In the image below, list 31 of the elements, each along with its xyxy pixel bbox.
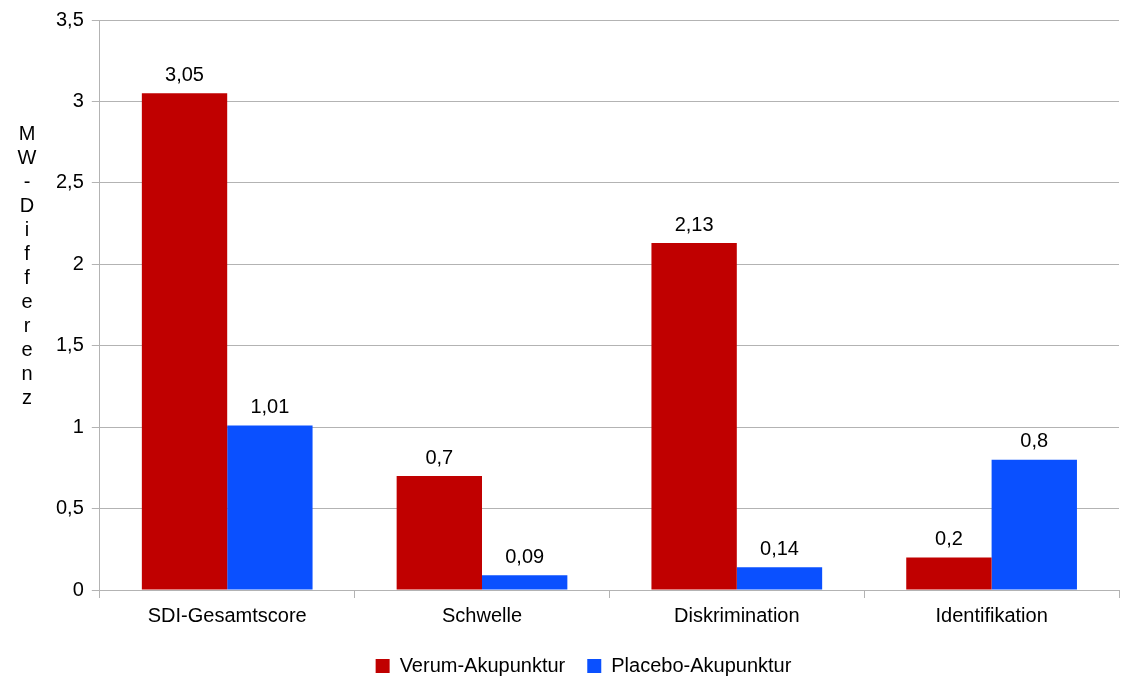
legend-label: Verum-Akupunktur xyxy=(399,653,566,676)
y-tick-label: 3 xyxy=(72,88,84,111)
y-tick-label: 0 xyxy=(72,577,84,600)
x-tick-label: SDI-Gesamtscore xyxy=(147,603,307,626)
bar xyxy=(991,459,1077,590)
data-label: 0,14 xyxy=(760,536,799,559)
bar xyxy=(227,425,313,590)
data-label: 0,7 xyxy=(425,445,454,468)
legend-label: Placebo-Akupunktur xyxy=(611,653,792,676)
data-label: 0,2 xyxy=(935,526,963,549)
x-tick-label: Schwelle xyxy=(441,603,523,626)
y-tick-label: 2 xyxy=(72,251,84,274)
bar xyxy=(906,557,992,590)
y-tick-label: 0,5 xyxy=(55,496,84,519)
bar xyxy=(651,243,737,590)
x-tick-label: Diskrimination xyxy=(674,603,800,626)
y-axis-title: MW-Differenz xyxy=(15,122,38,410)
y-tick-label: 3,5 xyxy=(55,7,84,30)
data-label: 3,05 xyxy=(165,62,204,85)
bar xyxy=(141,93,228,590)
bar xyxy=(736,567,823,590)
bar xyxy=(482,575,568,590)
data-label: 0,09 xyxy=(505,544,545,567)
y-tick-label: 1,5 xyxy=(55,333,84,356)
x-tick-label: Identifikation xyxy=(935,603,1048,626)
y-tick-label: 2,5 xyxy=(55,170,84,193)
y-tick-label: 1 xyxy=(72,414,84,437)
data-label: 0,8 xyxy=(1020,429,1049,452)
data-label: 2,13 xyxy=(674,212,714,235)
bar xyxy=(396,476,482,590)
data-label: 1,01 xyxy=(250,395,290,418)
